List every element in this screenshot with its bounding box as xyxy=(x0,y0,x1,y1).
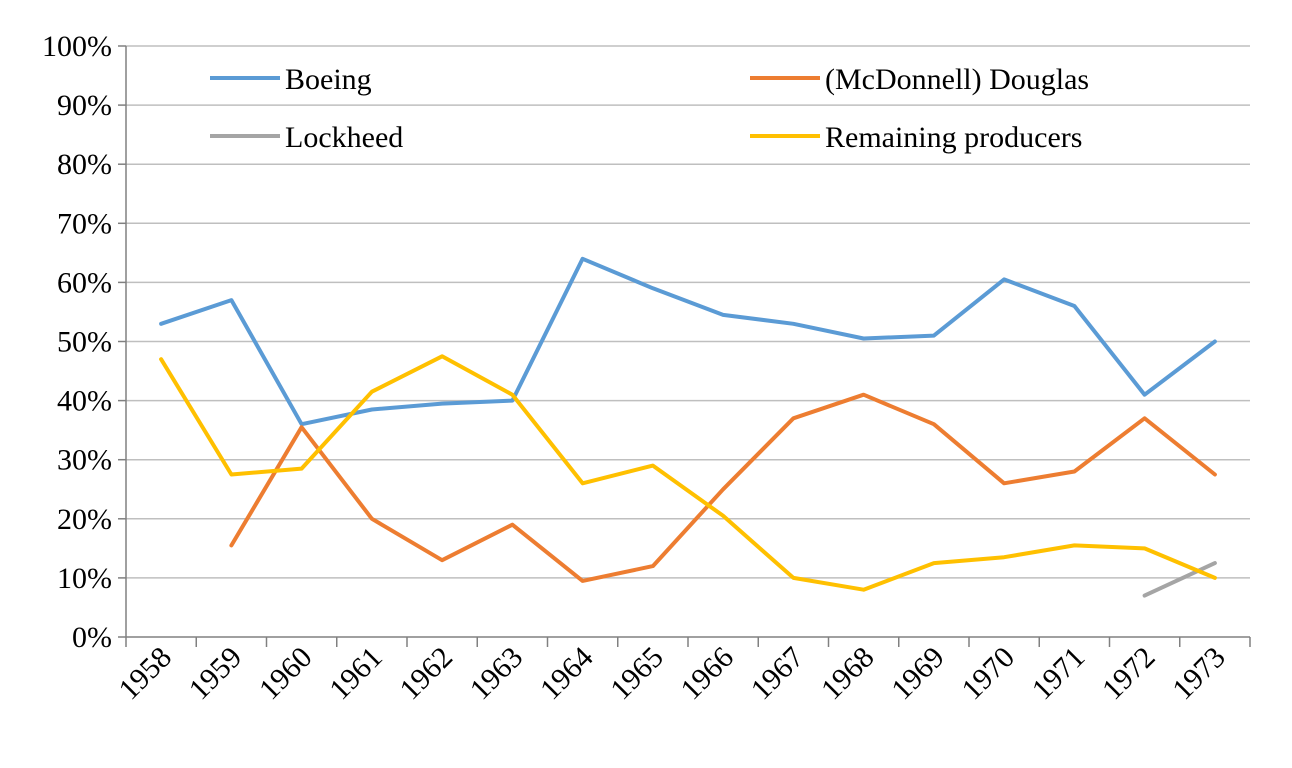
gridlines xyxy=(126,45,1250,579)
y-tick-label: 30% xyxy=(57,444,112,477)
y-tick-label: 0% xyxy=(72,621,112,654)
x-tick-label: 1966 xyxy=(674,641,740,707)
y-tick-label: 60% xyxy=(57,266,112,299)
series-line-boeing xyxy=(159,256,1217,427)
x-tick-label: 1965 xyxy=(604,641,670,707)
legend-entry-douglas: (McDonnell) Douglas xyxy=(750,63,1089,96)
x-tick-label: 1972 xyxy=(1096,641,1162,707)
x-tick-label: 1960 xyxy=(253,641,319,707)
x-tick-label: 1969 xyxy=(885,641,951,707)
legend-entry-boeing: Boeing xyxy=(210,63,372,96)
x-tick-labels: 1958 1959 1960 1961 1962 1963 1964 1965 1966 1967… xyxy=(112,641,1232,707)
series-lines xyxy=(159,256,1217,598)
x-tick-label: 1970 xyxy=(955,641,1021,707)
legend-label-remaining: Remaining producers xyxy=(825,121,1082,154)
legend-entry-lockheed: Lockheed xyxy=(210,121,403,154)
y-tick-label: 70% xyxy=(57,207,112,240)
x-tick-label: 1961 xyxy=(323,641,389,707)
y-tick-label: 90% xyxy=(57,89,112,122)
x-tick-label: 1959 xyxy=(183,641,249,707)
axes xyxy=(118,45,1251,647)
legend-entry-remaining: Remaining producers xyxy=(750,121,1082,154)
series-line-lockheed xyxy=(1142,561,1217,598)
y-tick-label: 50% xyxy=(57,326,112,359)
x-tick-label: 1967 xyxy=(745,641,811,707)
legend-label-lockheed: Lockheed xyxy=(285,121,403,154)
y-tick-labels: 0% 10% 20% 30% 40% 50% 60% 70% 80% 90% 100% xyxy=(42,30,112,654)
x-tick-label: 1964 xyxy=(534,641,600,707)
x-tick-label: 1968 xyxy=(815,641,881,707)
y-tick-label: 10% xyxy=(57,562,112,595)
x-tick-label: 1963 xyxy=(464,641,530,707)
x-tick-label: 1958 xyxy=(112,641,178,707)
y-tick-label: 80% xyxy=(57,148,112,181)
series-line-remaining-producers xyxy=(159,354,1217,592)
legend-label-douglas: (McDonnell) Douglas xyxy=(825,63,1089,96)
y-tick-label: 100% xyxy=(42,30,112,63)
x-tick-label: 1973 xyxy=(1166,641,1232,707)
y-tick-label: 20% xyxy=(57,503,112,536)
legend: Boeing (McDonnell) Douglas Lockheed Rema… xyxy=(210,63,1089,154)
series-line-mcdonnell-douglas xyxy=(229,392,1217,583)
x-tick-label: 1962 xyxy=(393,641,459,707)
y-tick-label: 40% xyxy=(57,385,112,418)
legend-label-boeing: Boeing xyxy=(285,63,372,96)
x-tick-label: 1971 xyxy=(1026,641,1092,707)
